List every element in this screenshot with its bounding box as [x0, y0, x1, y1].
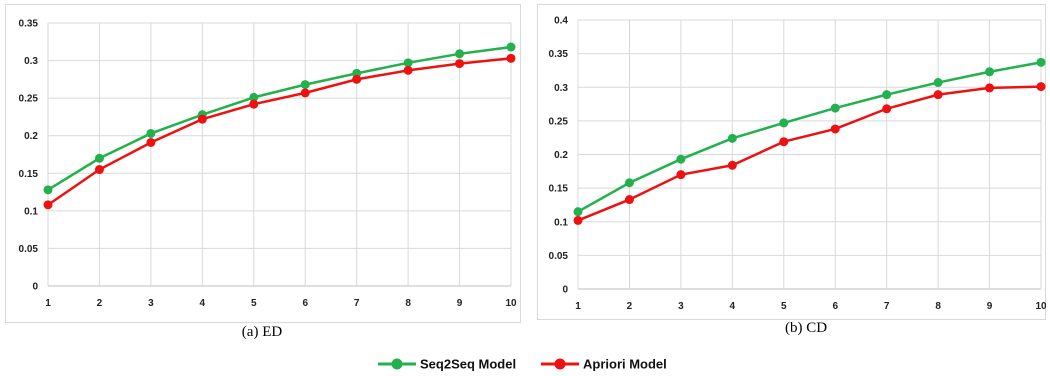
chart-ed-seq2seq-point	[300, 80, 310, 90]
chart-cd-x-tick-label: 3	[678, 301, 684, 312]
chart-ed-x-tick-label: 1	[45, 298, 51, 309]
chart-ed-plot: 0 0.05 0.1 0.15 0.2 0.25 0.3 0.35 1 2 3 4 5 6 7 8 9 10	[19, 19, 517, 310]
chart-ed-apriori-point	[146, 137, 156, 147]
chart-cd-x-tick-label: 2	[627, 301, 633, 312]
chart-cd-apriori-point	[624, 195, 634, 205]
chart-cd-seq2seq-point	[624, 178, 634, 188]
legend-apriori: Apriori Model	[541, 357, 667, 372]
chart-cd-caption: (b) CD	[785, 320, 827, 336]
chart-ed-y-tick-label: 0.2	[24, 131, 38, 142]
chart-cd-seq2seq-point	[727, 133, 737, 143]
chart-cd-seq2seq-point	[933, 78, 943, 88]
chart-cd-y-tick-label: 0	[562, 285, 568, 296]
chart-ed-x-tick-label: 6	[302, 298, 308, 309]
chart-cd-y-tick-label: 0.05	[549, 251, 569, 262]
chart-cd-apriori-line	[577, 85, 1042, 222]
chart-ed-apriori-point	[352, 74, 362, 84]
chart-cd-frame	[537, 4, 1046, 320]
chart-ed-x-tick-label: 3	[148, 298, 154, 309]
chart-ed-x-tick-label: 7	[354, 298, 360, 309]
chart-cd-apriori-point	[779, 137, 789, 147]
chart-cd-seq2seq-point	[676, 154, 686, 164]
chart-ed-apriori-point	[403, 65, 413, 75]
chart-cd-y-tick-label: 0.2	[554, 150, 568, 161]
chart-cd-x-tick-label: 4	[730, 301, 736, 312]
chart-ed-apriori-point	[43, 200, 53, 210]
chart-cd-apriori-point	[1036, 82, 1046, 92]
chart-cd-x-tick-label: 8	[935, 301, 941, 312]
chart-ed-caption: (a) ED	[242, 324, 283, 340]
chart-cd-y-tick-label: 0.3	[554, 83, 568, 94]
chart-ed-x-tick-label: 10	[505, 298, 517, 309]
chart-cd-x-tick-label: 7	[884, 301, 890, 312]
chart-ed-x-tick-label: 2	[97, 298, 103, 309]
chart-ed-y-tick-label: 0.25	[19, 94, 39, 105]
legend-apriori-label: Apriori Model	[583, 357, 667, 372]
chart-cd-x-tick-label: 6	[832, 301, 838, 312]
chart-cd: 0 0.05 0.1 0.15 0.2 0.25 0.3 0.35 0.4 1 2 3 4 5 6 7 8 9 10	[537, 4, 1047, 320]
chart-ed-x-tick-label: 4	[200, 298, 206, 309]
chart-cd-seq2seq-point	[573, 207, 583, 217]
chart-ed-apriori-point	[197, 114, 207, 124]
chart-cd-x-tick-label: 9	[987, 301, 993, 312]
legend-seq2seq-marker	[391, 358, 403, 370]
chart-cd-apriori-point	[676, 170, 686, 180]
chart-cd-x-tick-label: 5	[781, 301, 787, 312]
chart-ed-apriori-point	[455, 59, 465, 69]
chart-cd-seq2seq-point	[1036, 57, 1046, 67]
chart-ed-y-tick-label: 0.3	[24, 56, 38, 67]
chart-cd-apriori-point	[573, 215, 583, 225]
chart-cd-y-tick-label: 0.35	[549, 49, 569, 60]
chart-cd-x-tick-label: 1	[575, 301, 581, 312]
chart-ed-frame	[5, 4, 521, 323]
chart-ed-apriori-point	[300, 88, 310, 98]
chart-ed-seq2seq-point	[455, 49, 465, 59]
chart-cd-apriori-point	[727, 160, 737, 170]
legend-seq2seq: Seq2Seq Model	[378, 357, 516, 372]
chart-ed-y-tick-label: 0.05	[19, 244, 39, 255]
chart-ed-seq2seq-point	[94, 153, 104, 163]
chart-ed-apriori-point	[249, 99, 259, 109]
chart-ed-y-tick-label: 0.15	[19, 169, 39, 180]
chart-cd-plot: 0 0.05 0.1 0.15 0.2 0.25 0.3 0.35 0.4 1 2 3 4 5 6 7 8 9 10	[549, 16, 1047, 313]
chart-cd-seq2seq-line	[577, 61, 1042, 213]
chart-ed-seq2seq-line	[47, 45, 512, 191]
chart-cd-apriori-point	[985, 83, 995, 93]
chart-ed-y-tick-label: 0.35	[19, 19, 39, 30]
chart-ed-x-tick-label: 9	[457, 298, 463, 309]
chart-cd-y-tick-label: 0.15	[549, 184, 569, 195]
chart-cd-seq2seq-point	[985, 67, 995, 77]
chart-cd-y-tick-label: 0.1	[554, 217, 568, 228]
chart-ed-seq2seq-point	[506, 42, 516, 52]
chart-ed-seq2seq-point	[249, 92, 259, 102]
chart-cd-seq2seq-point	[882, 90, 892, 100]
chart-ed-seq2seq-point	[146, 128, 156, 138]
chart-cd-apriori-point	[830, 124, 840, 134]
chart-cd-apriori-point	[933, 90, 943, 100]
chart-ed: 0 0.05 0.1 0.15 0.2 0.25 0.3 0.35 1 2 3 4 5 6 7 8 9 10	[5, 4, 521, 323]
chart-ed-x-tick-label: 8	[405, 298, 411, 309]
chart-ed-seq2seq-point	[43, 185, 53, 195]
chart-cd-seq2seq-point	[779, 118, 789, 128]
chart-ed-seq2seq-point	[403, 58, 413, 68]
chart-cd-apriori-point	[882, 104, 892, 114]
chart-ed-apriori-point	[506, 53, 516, 63]
legend: Seq2Seq Model Apriori Model	[378, 357, 667, 372]
legend-apriori-marker	[554, 358, 566, 370]
chart-ed-y-tick-label: 0.1	[24, 206, 38, 217]
chart-cd-seq2seq-point	[830, 103, 840, 113]
chart-cd-x-tick-label: 10	[1035, 301, 1047, 312]
chart-cd-y-tick-label: 0.4	[554, 16, 568, 27]
chart-ed-x-tick-label: 5	[251, 298, 257, 309]
legend-seq2seq-label: Seq2Seq Model	[420, 357, 516, 372]
chart-ed-apriori-line	[47, 57, 512, 206]
chart-cd-y-tick-label: 0.25	[549, 116, 569, 127]
chart-ed-apriori-point	[94, 165, 104, 175]
chart-ed-y-tick-label: 0	[32, 282, 38, 293]
